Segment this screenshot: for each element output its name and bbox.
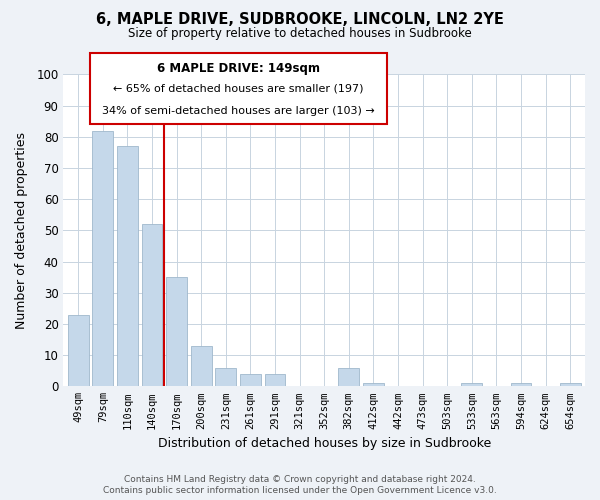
Bar: [166, 277, 187, 386]
X-axis label: Distribution of detached houses by size in Sudbrooke: Distribution of detached houses by size …: [158, 437, 491, 450]
Bar: [240, 374, 261, 386]
Bar: [142, 224, 163, 386]
Text: 34% of semi-detached houses are larger (103) →: 34% of semi-detached houses are larger (…: [102, 106, 374, 116]
Bar: [363, 383, 384, 386]
FancyBboxPatch shape: [89, 52, 387, 125]
Bar: [117, 146, 138, 386]
Text: ← 65% of detached houses are smaller (197): ← 65% of detached houses are smaller (19…: [113, 84, 364, 94]
Bar: [511, 383, 532, 386]
Bar: [68, 314, 89, 386]
Text: Size of property relative to detached houses in Sudbrooke: Size of property relative to detached ho…: [128, 28, 472, 40]
Bar: [560, 383, 581, 386]
Bar: [92, 130, 113, 386]
Bar: [338, 368, 359, 386]
Text: 6 MAPLE DRIVE: 149sqm: 6 MAPLE DRIVE: 149sqm: [157, 62, 320, 75]
Bar: [215, 368, 236, 386]
Bar: [265, 374, 286, 386]
Y-axis label: Number of detached properties: Number of detached properties: [15, 132, 28, 329]
Bar: [191, 346, 212, 387]
Text: 6, MAPLE DRIVE, SUDBROOKE, LINCOLN, LN2 2YE: 6, MAPLE DRIVE, SUDBROOKE, LINCOLN, LN2 …: [96, 12, 504, 28]
Bar: [461, 383, 482, 386]
Text: Contains public sector information licensed under the Open Government Licence v3: Contains public sector information licen…: [103, 486, 497, 495]
Text: Contains HM Land Registry data © Crown copyright and database right 2024.: Contains HM Land Registry data © Crown c…: [124, 474, 476, 484]
